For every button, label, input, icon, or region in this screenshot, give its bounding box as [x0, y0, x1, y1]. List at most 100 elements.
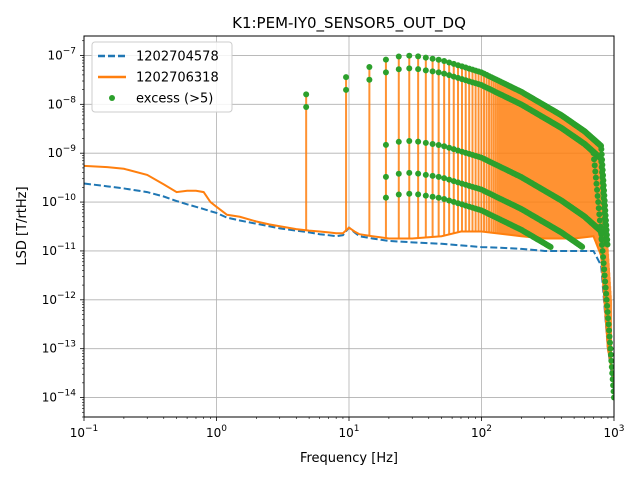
excess-point	[599, 167, 606, 174]
excess-point	[395, 66, 402, 73]
excess-point	[422, 192, 429, 199]
excess-point	[406, 190, 413, 197]
excess-point	[607, 345, 614, 352]
excess-point	[591, 156, 598, 163]
excess-point	[446, 197, 453, 204]
excess-point	[607, 351, 614, 358]
legend-label: 1202704578	[136, 50, 219, 65]
excess-point	[429, 55, 436, 62]
series-1202706318-line	[84, 164, 614, 384]
excess-point	[422, 54, 429, 61]
excess-point	[600, 177, 607, 184]
excess-point	[598, 235, 605, 242]
excess-point	[446, 176, 453, 183]
plot-area	[84, 52, 614, 401]
legend: 1202704578 1202706318 excess (>5)	[91, 41, 233, 113]
excess-point	[599, 161, 606, 168]
excess-point	[422, 139, 429, 146]
excess-point	[435, 173, 442, 180]
excess-point	[610, 388, 614, 395]
excess-point	[602, 278, 609, 285]
excess-point	[395, 170, 402, 177]
excess-point	[598, 151, 605, 158]
excess-point	[602, 212, 609, 219]
y-axis-label: LSD [T/rtHz]	[15, 186, 30, 265]
excess-point	[592, 168, 599, 175]
excess-point	[605, 321, 612, 328]
excess-point	[441, 195, 448, 202]
excess-point	[343, 86, 350, 93]
excess-point	[606, 327, 613, 334]
excess-point	[593, 180, 600, 187]
excess-point	[422, 67, 429, 74]
excess-point	[610, 382, 614, 389]
excess-point	[600, 172, 607, 179]
excess-point	[599, 156, 606, 163]
excess-point	[599, 247, 606, 254]
excess-point	[579, 243, 586, 250]
excess-point	[382, 194, 389, 201]
excess-point	[343, 74, 350, 81]
excess-point	[446, 144, 453, 151]
excess-point	[596, 217, 603, 224]
excess-point	[446, 72, 453, 79]
excess-point	[608, 357, 614, 364]
excess-point	[435, 69, 442, 76]
excess-point	[604, 309, 611, 316]
excess-point	[606, 339, 613, 346]
excess-point	[395, 191, 402, 198]
excess-point	[605, 315, 612, 322]
legend-label: excess (>5)	[136, 92, 213, 107]
excess-point	[429, 193, 436, 200]
excess-point	[604, 302, 611, 309]
excess-point	[415, 53, 422, 60]
legend-label: 1202706318	[136, 71, 219, 86]
excess-point	[603, 290, 610, 297]
excess-point	[609, 370, 614, 377]
excess-point	[597, 229, 604, 236]
excess-point	[602, 217, 609, 224]
excess-point	[597, 223, 604, 230]
excess-point	[441, 143, 448, 150]
x-axis-label: Frequency [Hz]	[300, 451, 398, 466]
excess-point	[601, 266, 608, 273]
excess-point	[600, 254, 607, 261]
excess-point	[599, 241, 606, 248]
excess-point	[594, 192, 601, 199]
excess-point	[441, 175, 448, 182]
excess-point	[604, 241, 611, 248]
excess-point	[366, 64, 373, 71]
excess-point	[422, 171, 429, 178]
excess-point	[382, 56, 389, 63]
legend-marker	[109, 95, 115, 101]
excess-point	[600, 182, 607, 189]
excess-point	[441, 57, 448, 64]
excess-point	[608, 364, 614, 371]
excess-point	[303, 104, 310, 111]
excess-point	[446, 59, 453, 66]
excess-point	[603, 231, 610, 238]
excess-point	[406, 137, 413, 144]
excess-point	[595, 205, 602, 212]
excess-point	[382, 173, 389, 180]
excess-point	[590, 150, 597, 157]
excess-point	[601, 197, 608, 204]
series-1202704578-line	[84, 182, 614, 390]
excess-point	[395, 53, 402, 60]
legend-box	[91, 41, 233, 113]
excess-point	[595, 199, 602, 206]
excess-point	[435, 141, 442, 148]
excess-point	[415, 66, 422, 73]
excess-point	[601, 187, 608, 194]
excess-point	[303, 91, 310, 98]
excess-point	[598, 146, 605, 153]
excess-point	[429, 68, 436, 75]
excess-point	[592, 174, 599, 181]
excess-point	[435, 56, 442, 63]
excess-point	[382, 141, 389, 148]
excess-point	[604, 236, 611, 243]
excess-point	[395, 138, 402, 145]
excess-point	[601, 272, 608, 279]
